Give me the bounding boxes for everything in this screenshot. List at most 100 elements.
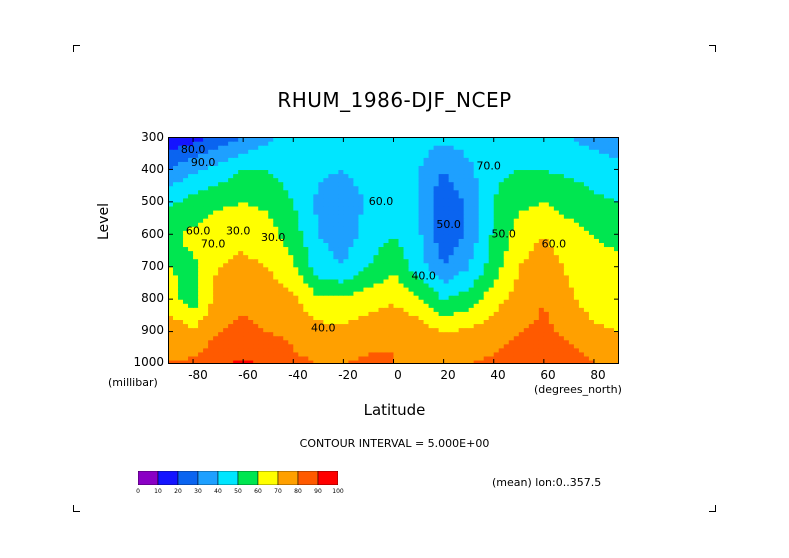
contour-cell bbox=[488, 222, 495, 227]
contour-cell bbox=[263, 189, 269, 195]
contour-cell bbox=[483, 185, 490, 191]
contour-cell bbox=[333, 209, 339, 215]
contour-cell bbox=[188, 193, 194, 199]
contour-cell bbox=[403, 157, 410, 162]
contour-cell bbox=[588, 278, 595, 284]
contour-cell bbox=[248, 315, 254, 321]
contour-cell bbox=[298, 165, 304, 171]
contour-cell bbox=[358, 327, 365, 333]
contour-cell bbox=[258, 189, 264, 195]
contour-cell bbox=[463, 254, 470, 260]
contour-cell bbox=[588, 258, 595, 264]
contour-cell bbox=[388, 282, 395, 288]
contour-cell bbox=[603, 307, 610, 312]
contour-cell bbox=[323, 193, 329, 199]
contour-cell bbox=[548, 181, 555, 187]
contour-cell bbox=[268, 347, 274, 353]
contour-cell bbox=[378, 343, 385, 349]
contour-cell bbox=[238, 295, 244, 300]
contour-cell bbox=[448, 169, 455, 175]
contour-cell bbox=[538, 311, 545, 316]
contour-cell bbox=[303, 250, 309, 256]
contour-cell bbox=[443, 218, 450, 223]
contour-cell bbox=[593, 181, 600, 187]
contour-cell bbox=[363, 278, 370, 284]
contour-cell bbox=[238, 238, 244, 243]
contour-cell bbox=[398, 141, 405, 146]
contour-cell bbox=[533, 351, 540, 357]
contour-cell bbox=[278, 319, 284, 325]
contour-cell bbox=[508, 351, 515, 357]
contour-cell bbox=[473, 205, 480, 211]
contour-cell bbox=[213, 343, 219, 349]
contour-cell bbox=[218, 291, 224, 296]
contour-cell bbox=[453, 282, 460, 288]
contour-cell bbox=[503, 319, 510, 325]
contour-cell bbox=[218, 214, 224, 219]
contour-cell bbox=[453, 193, 460, 199]
contour-cell bbox=[478, 197, 485, 203]
contour-cell bbox=[448, 177, 455, 183]
contour-cell bbox=[553, 335, 560, 341]
contour-cell bbox=[578, 230, 585, 235]
contour-cell bbox=[348, 246, 355, 252]
contour-cell bbox=[198, 327, 204, 333]
contour-cell bbox=[308, 161, 314, 166]
contour-cell bbox=[373, 238, 380, 243]
contour-cell bbox=[193, 311, 199, 316]
contour-cell bbox=[478, 278, 485, 284]
contour-cell bbox=[188, 254, 194, 260]
contour-cell bbox=[608, 185, 615, 191]
contour-cell bbox=[473, 173, 480, 179]
contour-cell bbox=[333, 359, 339, 364]
contour-cell bbox=[498, 323, 505, 329]
contour-cell bbox=[403, 331, 410, 337]
contour-cell bbox=[388, 339, 395, 345]
contour-cell bbox=[258, 185, 264, 191]
contour-cell bbox=[178, 262, 184, 268]
contour-cell bbox=[503, 327, 510, 333]
contour-cell bbox=[188, 339, 194, 345]
contour-cell bbox=[458, 230, 465, 235]
contour-cell bbox=[583, 282, 590, 288]
contour-cell bbox=[263, 153, 269, 158]
contour-cell bbox=[423, 185, 430, 191]
contour-cell bbox=[598, 222, 605, 227]
contour-cell bbox=[478, 311, 485, 316]
contour-cell bbox=[553, 197, 560, 203]
contour-cell bbox=[308, 230, 314, 235]
contour-cell bbox=[558, 331, 565, 337]
contour-cell bbox=[198, 359, 204, 364]
contour-cell bbox=[273, 145, 279, 150]
contour-cell bbox=[263, 250, 269, 256]
contour-cell bbox=[508, 226, 515, 231]
contour-cell bbox=[208, 307, 214, 312]
contour-cell bbox=[498, 266, 505, 272]
contour-cell bbox=[593, 157, 600, 162]
contour-cell bbox=[518, 222, 525, 227]
contour-cell bbox=[373, 230, 380, 235]
contour-cell bbox=[328, 355, 334, 361]
contour-cell bbox=[513, 145, 520, 150]
contour-cell bbox=[573, 169, 580, 175]
contour-cell bbox=[498, 234, 505, 239]
contour-cell bbox=[518, 246, 525, 252]
contour-cell bbox=[343, 230, 349, 235]
contour-cell bbox=[543, 339, 550, 345]
contour-cell bbox=[468, 343, 475, 349]
contour-cell bbox=[238, 201, 244, 207]
contour-cell bbox=[503, 205, 510, 211]
contour-cell bbox=[423, 141, 430, 146]
contour-cell bbox=[243, 282, 249, 288]
contour-cell bbox=[463, 250, 470, 256]
contour-cell bbox=[588, 254, 595, 260]
contour-cell bbox=[478, 226, 485, 231]
contour-cell bbox=[563, 181, 570, 187]
contour-cell bbox=[448, 262, 455, 268]
contour-cell bbox=[468, 181, 475, 187]
contour-cell bbox=[403, 185, 410, 191]
contour-cell bbox=[518, 286, 525, 292]
contour-cell bbox=[333, 311, 339, 316]
contour-cell bbox=[588, 165, 595, 171]
contour-cell bbox=[378, 177, 385, 183]
